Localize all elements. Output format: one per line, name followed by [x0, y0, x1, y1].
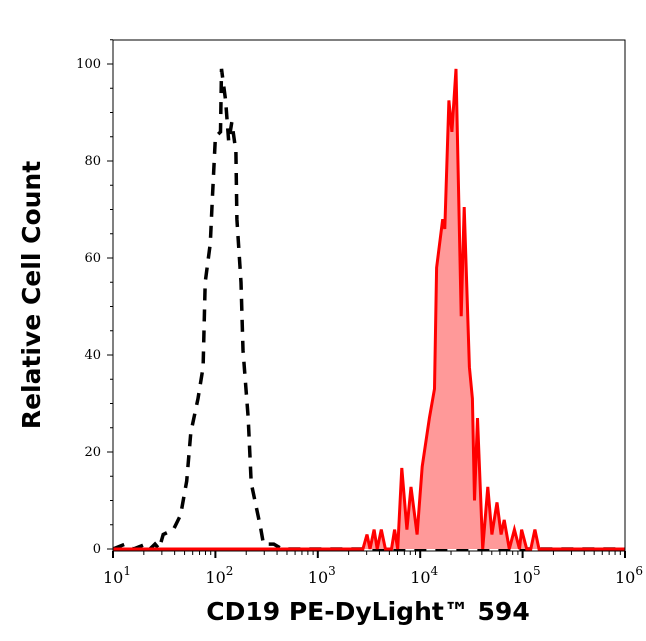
series-line-1 — [113, 68, 625, 551]
x-tick-label: 105 — [513, 564, 541, 587]
x-tick-base: 10 — [410, 568, 430, 587]
y-axis: 0 20 40 60 80 100 — [76, 39, 113, 557]
y-axis-title: Relative Cell Count — [17, 161, 46, 429]
y-tick-label: 100 — [76, 57, 101, 72]
x-tick-label: 106 — [615, 564, 643, 587]
x-tick-label: 103 — [308, 564, 336, 587]
x-tick-exponent: 6 — [635, 564, 643, 578]
x-tick-exponent: 1 — [123, 564, 131, 578]
y-tick-label: 0 — [93, 542, 101, 557]
x-axis-title: CD19 PE-DyLight™ 594 — [206, 597, 529, 626]
y-tick-label: 80 — [84, 154, 101, 169]
x-tick-base: 10 — [308, 568, 328, 587]
series-layer — [112, 68, 625, 553]
x-tick-exponent: 2 — [226, 564, 234, 578]
x-tick-label: 104 — [410, 564, 438, 587]
y-tick-label: 60 — [84, 251, 101, 266]
x-tick-base: 10 — [615, 568, 635, 587]
y-tick-label: 20 — [84, 445, 101, 460]
plot-frame — [112, 39, 626, 552]
x-tick-base: 10 — [205, 568, 225, 587]
series-line-0 — [112, 68, 625, 553]
x-tick-label: 101 — [103, 564, 131, 587]
y-tick-label: 40 — [84, 348, 101, 363]
x-tick-label: 102 — [205, 564, 233, 587]
series-fill-1 — [113, 68, 625, 550]
x-tick-exponent: 3 — [328, 564, 336, 578]
x-axis: 101 102 103 104 105 106 — [103, 551, 643, 587]
x-tick-base: 10 — [103, 568, 123, 587]
x-tick-exponent: 5 — [533, 564, 541, 578]
x-tick-base: 10 — [513, 568, 533, 587]
x-tick-exponent: 4 — [431, 564, 439, 578]
